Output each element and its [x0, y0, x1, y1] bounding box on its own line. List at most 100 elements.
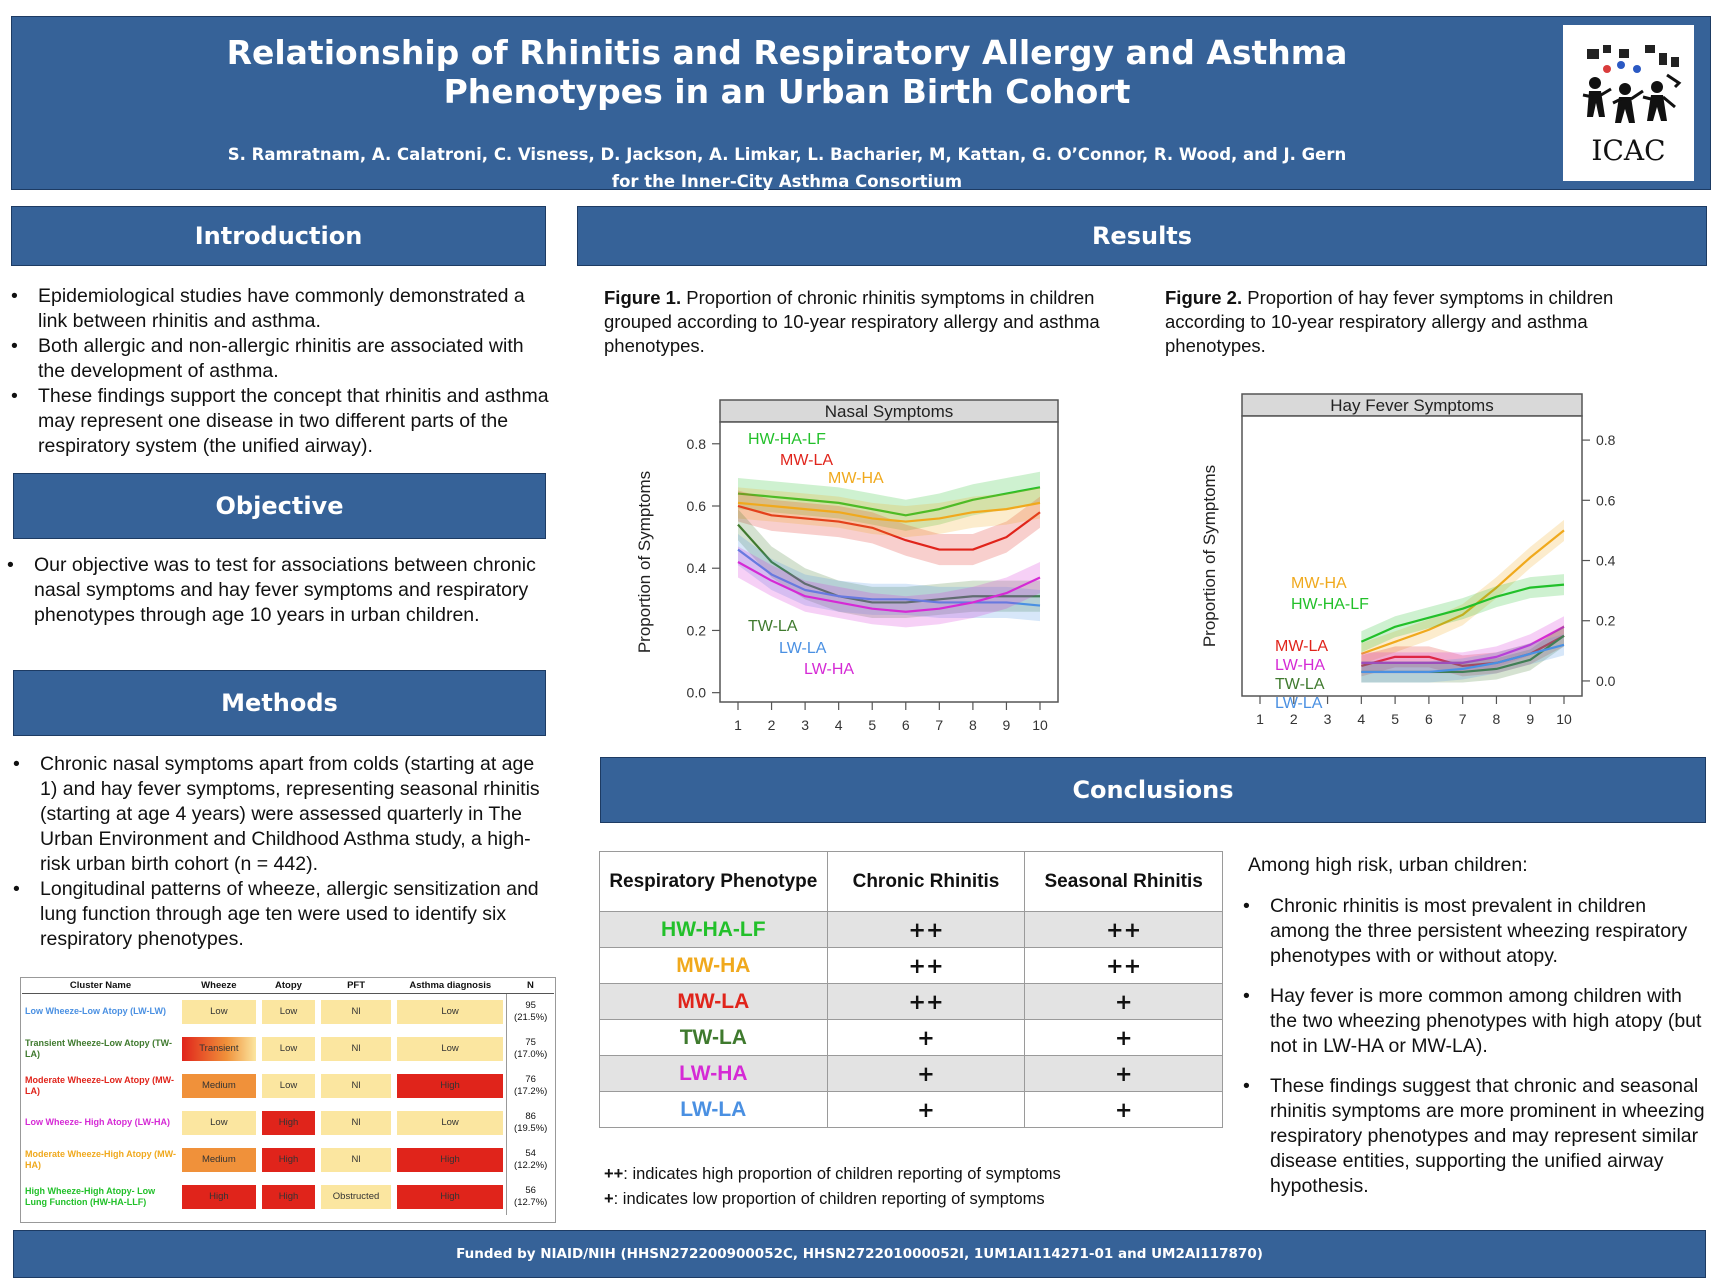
- legend-low-symbol: +: [604, 1190, 614, 1208]
- plot-area: [1241, 415, 1583, 697]
- methods-banner: Methods: [13, 670, 546, 736]
- cluster-level-pft: Nl: [321, 1036, 391, 1061]
- methods-bullets: Chronic nasal symptoms apart from colds …: [13, 752, 548, 952]
- title-line-1: Relationship of Rhinitis and Respiratory…: [226, 33, 1348, 72]
- series-label: LW-LA: [1275, 695, 1323, 712]
- cluster-cell: Nl: [318, 1067, 393, 1104]
- cluster-table-header: Cluster Name Wheeze Atopy PFT Asthma dia…: [22, 979, 554, 994]
- poster-header: Relationship of Rhinitis and Respiratory…: [11, 16, 1711, 191]
- cluster-level-atopy: Low: [261, 999, 316, 1024]
- cluster-row: Low Wheeze-Low Atopy (LW-LW) Low Low Nl Low 9…: [22, 993, 554, 1030]
- cluster-n: 75 (17.0%): [506, 1030, 554, 1067]
- x-tick-label: 7: [935, 717, 943, 733]
- y-tick-label: 0.6: [687, 498, 707, 514]
- series-line: [1360, 529, 1565, 655]
- phenotype-row: MW-HA ++ ++: [599, 947, 1223, 984]
- cluster-level-wheeze: Transient: [182, 1036, 256, 1061]
- cluster-level-asthma: Low: [396, 999, 504, 1024]
- cluster-cell: Nl: [318, 993, 393, 1030]
- figure1-label: Figure 1.: [604, 287, 682, 308]
- seasonal-rhinitis-level: +: [1024, 1055, 1223, 1092]
- cluster-row: Transient Wheeze-Low Atopy (TW-LA) Transi…: [22, 1030, 554, 1067]
- series-label: MW-HA: [1291, 575, 1347, 592]
- phenotype-table-header: Respiratory Phenotype Chronic Rhinitis S…: [599, 851, 1223, 912]
- chronic-rhinitis-level: +: [826, 1019, 1026, 1056]
- phenotype-row: MW-LA ++ +: [599, 983, 1223, 1020]
- chronic-rhinitis-level: +: [826, 1055, 1026, 1092]
- y-axis-label: Proportion of Symptoms: [635, 471, 654, 653]
- cluster-table: Cluster Name Wheeze Atopy PFT Asthma dia…: [22, 979, 554, 1215]
- cluster-cell: Medium: [179, 1141, 259, 1178]
- x-tick-label: 1: [734, 717, 742, 733]
- consortium-line: for the Inner-City Asthma Consortium: [611, 172, 963, 191]
- figure2-caption-text: Proportion of hay fever symptoms in chil…: [1165, 287, 1614, 356]
- conclusions-banner: Conclusions: [600, 757, 1706, 823]
- figure2-label: Figure 2.: [1165, 287, 1243, 308]
- phenotype-table-body: HW-HA-LF ++ ++ MW-HA ++ ++ MW-LA ++ + TW-LA + + LW-H…: [599, 911, 1223, 1128]
- legend-high-symbol: ++: [604, 1165, 624, 1183]
- cluster-n-percent: (17.2%): [514, 1085, 548, 1097]
- x-tick-label: 6: [1425, 711, 1433, 727]
- cluster-cell: Obstructed: [318, 1178, 393, 1215]
- seasonal-rhinitis-level: +: [1024, 1019, 1223, 1056]
- series-line: [737, 548, 1041, 607]
- cluster-cell: Low: [394, 993, 507, 1030]
- cluster-level-atopy: High: [261, 1110, 316, 1135]
- cluster-n-count: 54: [525, 1147, 536, 1159]
- objective-banner: Objective: [13, 473, 546, 539]
- seasonal-rhinitis-level: ++: [1024, 911, 1223, 948]
- results-banner: Results: [577, 206, 1707, 266]
- x-tick-label: 10: [1032, 717, 1048, 733]
- figure1-caption-text: Proportion of chronic rhinitis symptoms …: [604, 287, 1100, 356]
- legend-high: ++: indicates high proportion of childre…: [604, 1162, 1144, 1187]
- chart-title: Nasal Symptoms: [825, 402, 953, 421]
- objective-title: Objective: [215, 492, 344, 520]
- phenotype-row: TW-LA + +: [599, 1019, 1223, 1056]
- cluster-header-pft: PFT: [318, 979, 394, 994]
- legend-high-text: : indicates high proportion of children …: [623, 1165, 1061, 1183]
- cluster-cell: Low: [394, 1104, 507, 1141]
- y-tick-label: 0.4: [1596, 553, 1616, 569]
- x-tick-label: 8: [1493, 711, 1501, 727]
- cluster-n: 86 (19.5%): [506, 1104, 554, 1141]
- results-title: Results: [1091, 222, 1193, 250]
- series-label: MW-HA: [828, 470, 884, 487]
- authors: S. Ramratnam, A. Calatroni, C. Visness, …: [12, 141, 1712, 195]
- cluster-name: Moderate Wheeze-High Atopy (MW-HA): [25, 1148, 176, 1170]
- cluster-cell: High: [259, 1178, 319, 1215]
- y-tick-label: 0.8: [687, 436, 707, 452]
- phenotype-row: HW-HA-LF ++ ++: [599, 911, 1223, 948]
- phenotype-row: LW-LA + +: [599, 1091, 1223, 1128]
- introduction-bullets: Epidemiological studies have commonly de…: [11, 284, 551, 459]
- conclusions-title: Conclusions: [1072, 776, 1234, 804]
- introduction-bullet: Both allergic and non-allergic rhinitis …: [11, 334, 551, 384]
- cluster-n-percent: (17.0%): [514, 1048, 548, 1060]
- cluster-n: 56 (12.7%): [506, 1178, 554, 1215]
- cluster-level-pft: Obstructed: [321, 1184, 391, 1209]
- confidence-band: [738, 534, 1040, 622]
- cluster-n: 76 (17.2%): [506, 1067, 554, 1104]
- series-line: [1360, 583, 1565, 643]
- legend-low-text: : indicates low proportion of children r…: [613, 1190, 1045, 1208]
- cluster-level-pft: Nl: [321, 1110, 391, 1135]
- cluster-n-count: 56: [525, 1184, 536, 1196]
- cluster-table-body: Low Wheeze-Low Atopy (LW-LW) Low Low Nl Low 9…: [22, 993, 554, 1215]
- cluster-cell: High: [259, 1104, 319, 1141]
- chronic-rhinitis-level: +: [826, 1091, 1026, 1128]
- cluster-level-wheeze: Low: [182, 1110, 256, 1135]
- conclusions-bullet: Hay fever is more common among children …: [1243, 984, 1708, 1059]
- footer-banner: Funded by NIAID/NIH (HHSN272200900052C, …: [13, 1230, 1706, 1278]
- cluster-level-asthma: High: [396, 1184, 504, 1209]
- phenotype-name: MW-LA: [599, 983, 828, 1020]
- cluster-n-percent: (21.5%): [514, 1011, 548, 1023]
- y-axis-label: Proportion of Symptoms: [1200, 465, 1219, 647]
- cluster-level-atopy: Low: [261, 1036, 316, 1061]
- cluster-n-percent: (19.5%): [514, 1122, 548, 1134]
- x-tick-label: 2: [768, 717, 776, 733]
- seasonal-rhinitis-level: ++: [1024, 947, 1223, 984]
- cluster-n: 95 (21.5%): [506, 993, 554, 1030]
- figure2-caption: Figure 2. Proportion of hay fever sympto…: [1165, 286, 1685, 358]
- series-label: HW-HA-LF: [1291, 596, 1369, 613]
- series-label: LW-LA: [779, 640, 827, 657]
- methods-title: Methods: [221, 689, 338, 717]
